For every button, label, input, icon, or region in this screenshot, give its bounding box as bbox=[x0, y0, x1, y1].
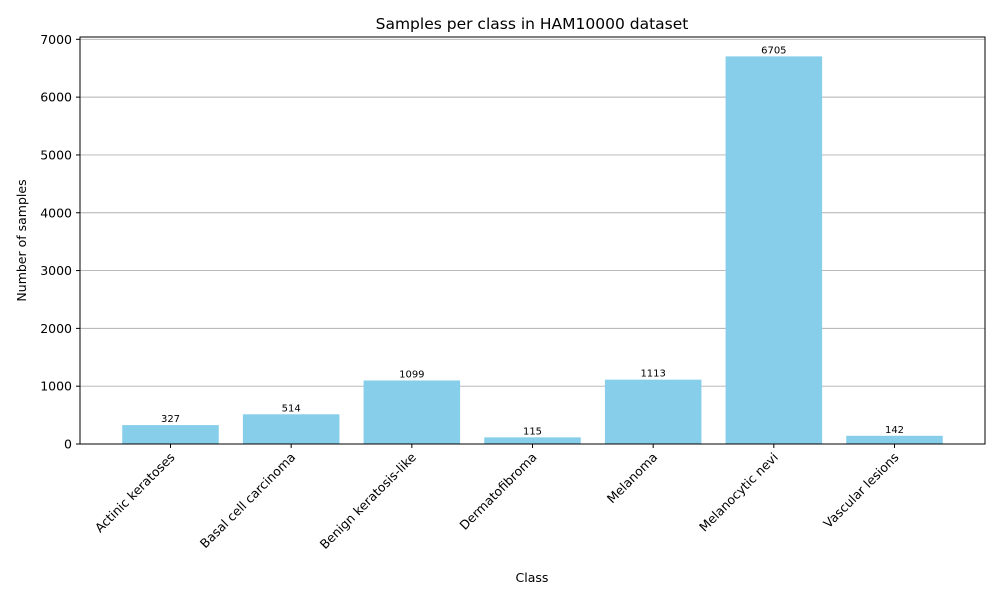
bar-value-label: 142 bbox=[885, 425, 904, 436]
y-tick-label: 0 bbox=[64, 437, 72, 452]
bar-value-label: 514 bbox=[282, 403, 301, 414]
chart-title: Samples per class in HAM10000 dataset bbox=[376, 15, 689, 33]
x-axis-label: Class bbox=[516, 570, 549, 585]
grid-lines bbox=[80, 38, 985, 387]
bar bbox=[604, 379, 702, 444]
y-tick-label: 2000 bbox=[40, 321, 72, 336]
x-tick-label: Melanoma bbox=[604, 450, 661, 507]
bars bbox=[122, 56, 943, 444]
x-tick-label: Dermatofibroma bbox=[456, 450, 539, 533]
y-tick-label: 7000 bbox=[40, 32, 72, 47]
plot-frame bbox=[79, 36, 986, 445]
y-axis-ticks: 0 1000 2000 3000 4000 5000 6000 7000 bbox=[40, 32, 80, 452]
bar bbox=[725, 56, 823, 444]
x-tick-label: Vascular lesions bbox=[820, 450, 901, 531]
y-tick-label: 4000 bbox=[40, 205, 72, 220]
x-tick-label: Benign keratosis-like bbox=[317, 449, 420, 552]
x-tick-label: Melanocytic nevi bbox=[696, 450, 781, 535]
bar bbox=[846, 435, 943, 444]
bar bbox=[484, 437, 581, 444]
y-tick-label: 5000 bbox=[40, 147, 72, 162]
x-tick-label: Actinic keratoses bbox=[92, 450, 178, 536]
bar-value-label: 327 bbox=[161, 414, 180, 425]
y-tick-label: 6000 bbox=[40, 90, 72, 105]
bar-value-label: 1113 bbox=[640, 369, 665, 380]
bar-value-labels: 327 514 1099 115 1113 6705 142 bbox=[161, 45, 904, 437]
bar bbox=[122, 425, 219, 444]
x-tick-label: Basal cell carcinoma bbox=[197, 450, 298, 551]
y-tick-label: 1000 bbox=[40, 379, 72, 394]
bar bbox=[363, 380, 461, 444]
bar-value-label: 115 bbox=[523, 426, 542, 437]
bar-value-label: 1099 bbox=[399, 369, 424, 380]
y-axis-label: Number of samples bbox=[14, 179, 29, 301]
bar bbox=[242, 414, 340, 444]
y-tick-label: 3000 bbox=[40, 263, 72, 278]
bar-value-label: 6705 bbox=[761, 45, 786, 56]
x-axis-ticks: Actinic keratoses Basal cell carcinoma Ben… bbox=[92, 444, 902, 552]
